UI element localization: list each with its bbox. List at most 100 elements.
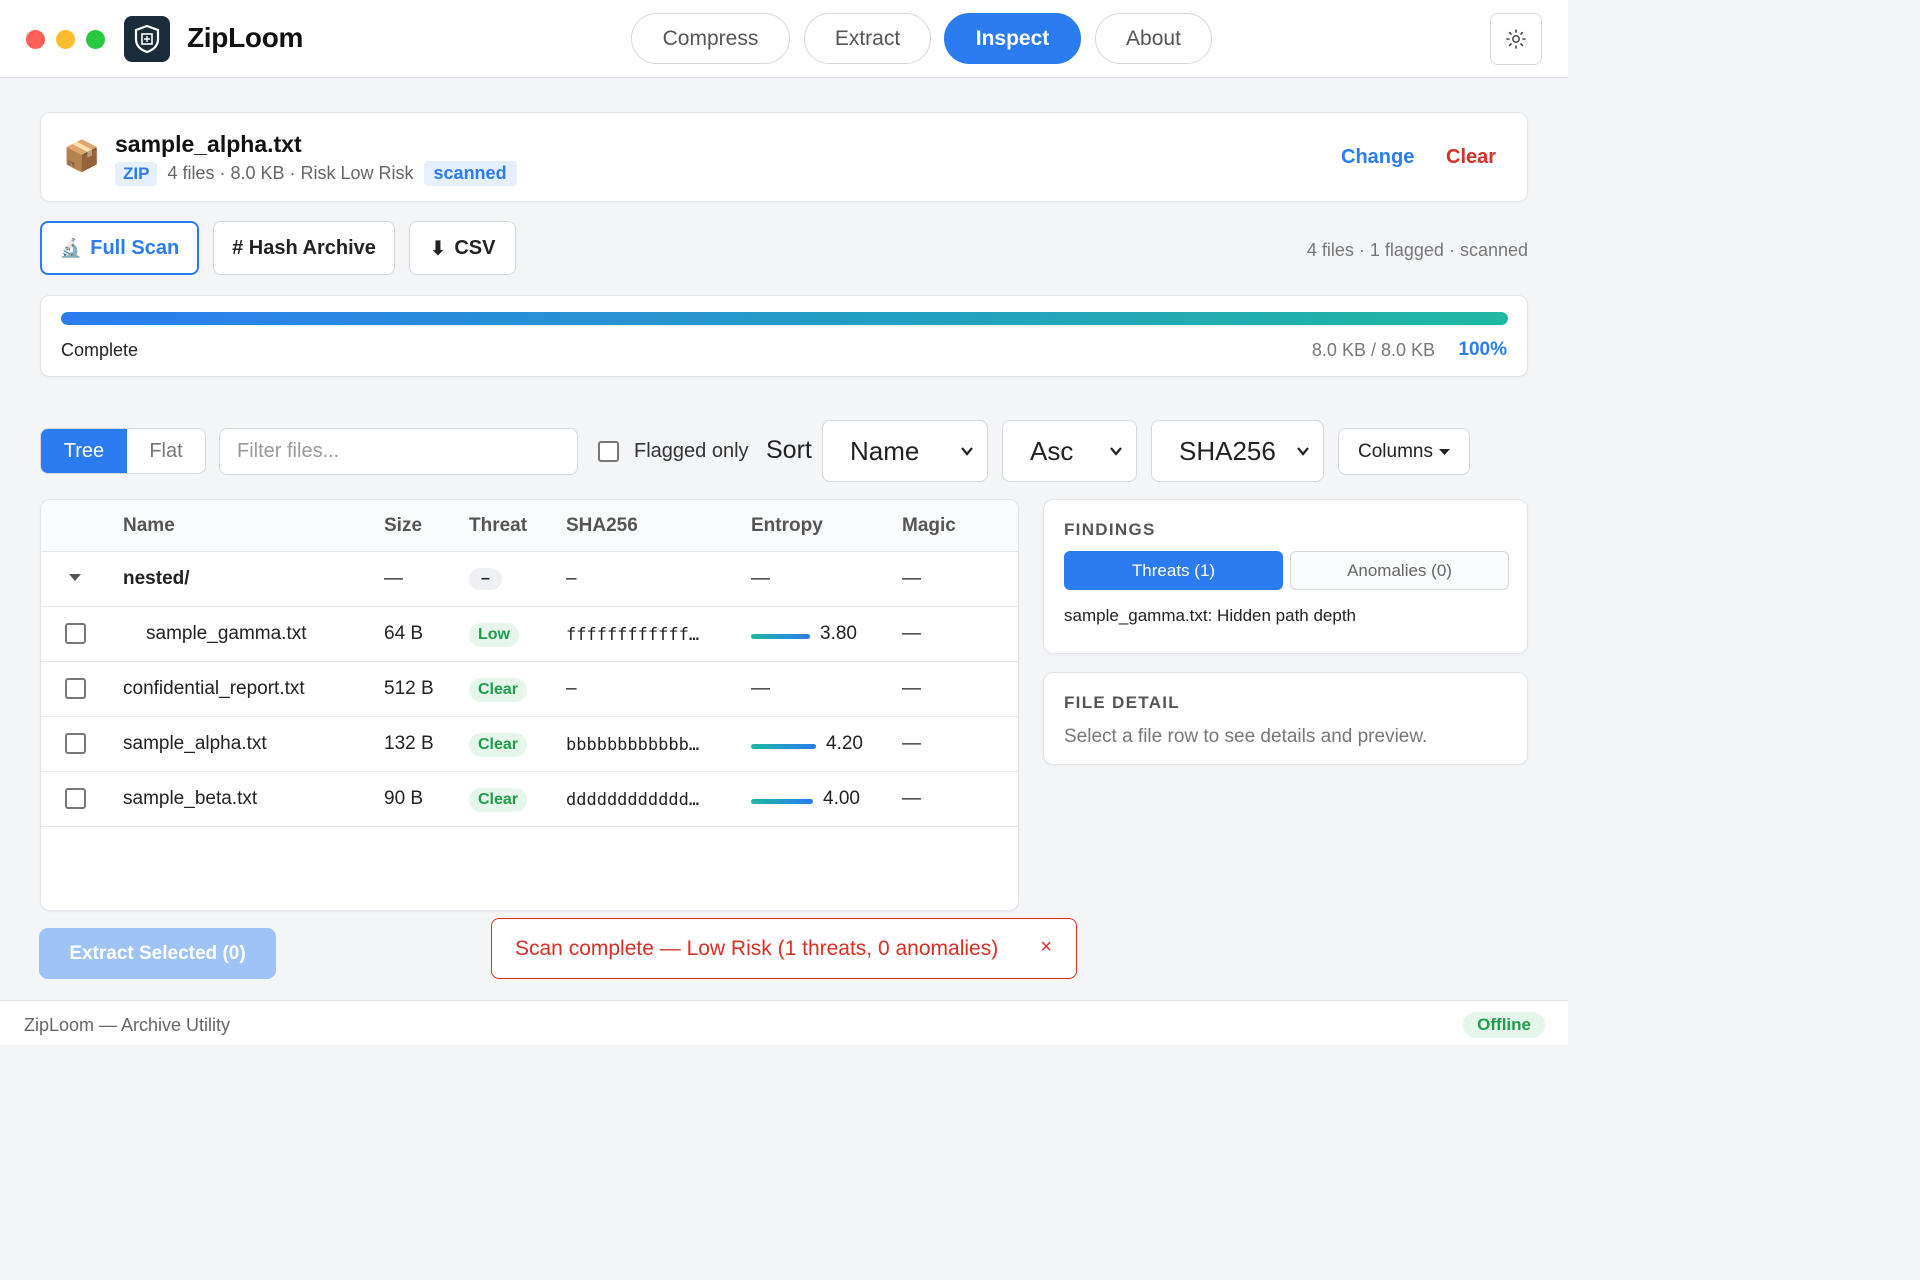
row-size: 132 B bbox=[384, 733, 434, 754]
col-name-header[interactable]: Name bbox=[123, 515, 175, 536]
settings-button[interactable] bbox=[1490, 13, 1542, 65]
row-checkbox[interactable] bbox=[65, 733, 86, 754]
hash-archive-button[interactable]: # Hash Archive bbox=[213, 221, 395, 275]
csv-label: CSV bbox=[454, 236, 496, 259]
file-table: Name Size Threat SHA256 Entropy Magic ne… bbox=[40, 499, 1019, 911]
tab-about[interactable]: About bbox=[1095, 13, 1212, 64]
col-entropy-header[interactable]: Entropy bbox=[751, 515, 823, 536]
row-threat-badge: Clear bbox=[469, 678, 528, 702]
view-tree-button[interactable]: Tree bbox=[41, 429, 127, 473]
findings-panel: FINDINGS Threats (1) Anomalies (0) sampl… bbox=[1043, 499, 1528, 654]
flagged-only-label: Flagged only bbox=[634, 440, 749, 462]
progress-fill bbox=[61, 312, 1508, 325]
row-name: nested/ bbox=[123, 568, 190, 589]
table-row[interactable]: confidential_report.txt 512 B Clear – — … bbox=[41, 662, 1018, 717]
filter-files-input[interactable] bbox=[219, 428, 578, 475]
shield-logo-icon bbox=[124, 16, 170, 62]
sort-order-value: Asc bbox=[1030, 435, 1074, 466]
status-bar: ZipLoom — Archive Utility Offline bbox=[0, 1000, 1568, 1045]
toast-message: Scan complete — Low Risk (1 threats, 0 a… bbox=[515, 936, 999, 960]
row-entropy: — bbox=[751, 678, 770, 699]
sort-order-select[interactable]: Asc bbox=[1002, 420, 1137, 482]
sort-field-select[interactable]: Name bbox=[822, 420, 988, 482]
tab-inspect[interactable]: Inspect bbox=[944, 13, 1081, 64]
row-magic: — bbox=[902, 733, 921, 754]
row-magic: — bbox=[902, 568, 921, 589]
table-row[interactable]: sample_beta.txt 90 B Clear dddddddddddd…… bbox=[41, 772, 1018, 827]
view-mode-toggle: Tree Flat bbox=[40, 428, 206, 474]
connection-status-badge: Offline bbox=[1463, 1012, 1545, 1038]
file-detail-title: FILE DETAIL bbox=[1064, 693, 1180, 712]
package-icon: 📦 bbox=[63, 140, 101, 173]
expand-caret-icon[interactable] bbox=[69, 574, 81, 581]
entropy-bar bbox=[751, 744, 816, 749]
row-size: 90 B bbox=[384, 788, 424, 809]
findings-title: FINDINGS bbox=[1064, 520, 1156, 539]
table-row[interactable]: sample_alpha.txt 132 B Clear bbbbbbbbbbb… bbox=[41, 717, 1018, 772]
row-magic: — bbox=[902, 678, 921, 699]
col-size-header[interactable]: Size bbox=[384, 515, 423, 536]
col-sha256-header[interactable]: SHA256 bbox=[566, 515, 638, 536]
chevron-down-icon bbox=[1297, 447, 1309, 456]
row-entropy: 3.80 bbox=[820, 623, 857, 644]
row-checkbox[interactable] bbox=[65, 788, 86, 809]
row-magic: — bbox=[902, 623, 921, 644]
sort-label: Sort bbox=[766, 436, 812, 464]
archive-meta: ZIP 4 files · 8.0 KB · Risk Low Risk sca… bbox=[115, 161, 517, 186]
threats-tab[interactable]: Threats (1) bbox=[1064, 551, 1283, 590]
scan-summary: 4 files · 1 flagged · scanned bbox=[1306, 240, 1528, 260]
anomalies-tab[interactable]: Anomalies (0) bbox=[1290, 551, 1509, 590]
row-sha: bbbbbbbbbbbb… bbox=[566, 735, 700, 755]
tab-extract[interactable]: Extract bbox=[804, 13, 931, 64]
entropy-bar bbox=[751, 634, 810, 639]
row-sha: – bbox=[566, 568, 577, 589]
row-size: 512 B bbox=[384, 678, 434, 699]
row-name: sample_gamma.txt bbox=[146, 623, 307, 644]
window-minimize-button[interactable] bbox=[56, 30, 75, 49]
full-scan-label: Full Scan bbox=[90, 236, 180, 259]
chevron-down-icon bbox=[961, 447, 973, 456]
row-sha: – bbox=[566, 678, 577, 699]
sort-field-value: Name bbox=[850, 435, 920, 466]
caret-down-icon bbox=[1438, 448, 1450, 455]
view-flat-button[interactable]: Flat bbox=[149, 439, 183, 462]
window-close-button[interactable] bbox=[26, 30, 45, 49]
finding-item[interactable]: sample_gamma.txt: Hidden path depth bbox=[1064, 606, 1357, 625]
chevron-down-icon bbox=[1110, 447, 1122, 456]
row-checkbox[interactable] bbox=[65, 678, 86, 699]
row-threat-badge: Clear bbox=[469, 733, 528, 757]
hash-algorithm-value: SHA256 bbox=[1179, 435, 1276, 466]
extract-selected-button[interactable]: Extract Selected (0) bbox=[39, 928, 276, 979]
file-detail-panel: FILE DETAIL Select a file row to see det… bbox=[1043, 672, 1528, 765]
entropy-bar bbox=[751, 799, 813, 804]
hash-algorithm-select[interactable]: SHA256 bbox=[1151, 420, 1324, 482]
col-magic-header[interactable]: Magic bbox=[902, 515, 956, 536]
row-threat-badge: Clear bbox=[469, 788, 528, 812]
row-entropy: 4.00 bbox=[823, 788, 860, 809]
toast-close-button[interactable]: × bbox=[1040, 936, 1052, 958]
table-header: Name Size Threat SHA256 Entropy Magic bbox=[41, 500, 1018, 552]
progress-percent: 100% bbox=[1458, 339, 1507, 360]
columns-button[interactable]: Columns bbox=[1338, 428, 1470, 475]
progress-bytes: 8.0 KB / 8.0 KB bbox=[1311, 340, 1435, 360]
archive-info-card: 📦 sample_alpha.txt ZIP 4 files · 8.0 KB … bbox=[40, 112, 1528, 202]
progress-status: Complete bbox=[61, 340, 139, 360]
flagged-only-checkbox[interactable] bbox=[598, 441, 619, 462]
table-row-folder[interactable]: nested/ — – – — — bbox=[41, 552, 1018, 607]
scan-status-badge: scanned bbox=[423, 161, 517, 186]
progress-bar bbox=[61, 312, 1508, 325]
microscope-icon: 🔬 bbox=[59, 237, 83, 258]
table-row[interactable]: sample_gamma.txt 64 B Low ffffffffffff… … bbox=[41, 607, 1018, 662]
window-zoom-button[interactable] bbox=[86, 30, 105, 49]
export-csv-button[interactable]: ⬇ CSV bbox=[409, 221, 516, 275]
change-archive-link[interactable]: Change bbox=[1341, 146, 1415, 168]
row-size: — bbox=[384, 568, 403, 589]
clear-archive-link[interactable]: Clear bbox=[1446, 146, 1497, 168]
row-magic: — bbox=[902, 788, 921, 809]
gear-icon bbox=[1506, 29, 1526, 49]
tab-compress[interactable]: Compress bbox=[631, 13, 790, 64]
col-threat-header[interactable]: Threat bbox=[469, 515, 528, 536]
full-scan-button[interactable]: 🔬 Full Scan bbox=[40, 221, 199, 275]
row-checkbox[interactable] bbox=[65, 623, 86, 644]
archive-meta-text: 4 files · 8.0 KB · Risk Low Risk bbox=[167, 163, 414, 183]
